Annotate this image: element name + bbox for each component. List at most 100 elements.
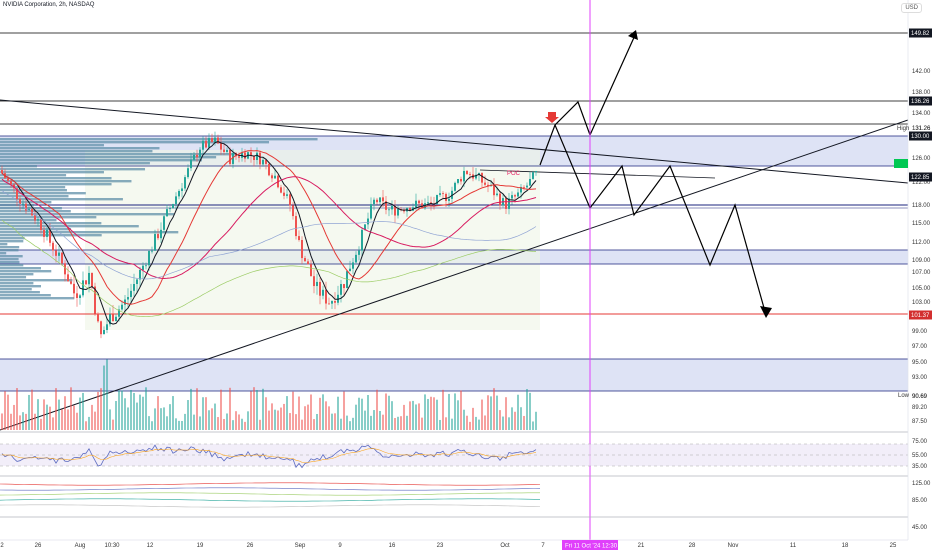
projection-arrow-up (628, 30, 638, 40)
support-tag (909, 310, 932, 320)
candle-body (112, 314, 114, 322)
ma-red-line (1, 150, 537, 305)
volume-profile-bar (0, 144, 104, 147)
volume-bar (10, 413, 12, 430)
oscillator-line (0, 492, 540, 496)
candle-body (484, 182, 486, 185)
time-axis-label: Nov (728, 543, 739, 549)
candle-body (166, 209, 168, 217)
time-axis[interactable]: 2 26 Aug 10:30 12 19 26 Sep 9 16 23 Oct 7 21 28 Nov 11 18… (0, 543, 897, 549)
volume-profile-bar (0, 276, 27, 279)
candle-body (463, 170, 465, 182)
time-axis-label: 21 (638, 543, 645, 549)
volume-bar (493, 388, 495, 430)
volume-bar (16, 388, 18, 430)
time-axis-label: 11 (790, 543, 797, 549)
candle-body (7, 178, 9, 181)
volume-profile-bar (0, 258, 19, 261)
level-130-tag-text: 130.00 (911, 134, 930, 140)
candle-body (115, 316, 117, 322)
candle-body (106, 324, 108, 330)
time-axis-label: 19 (197, 543, 204, 549)
volume-bar (124, 398, 126, 430)
projection-path (539, 32, 637, 166)
volume-bar (91, 404, 93, 430)
volume-bar (199, 416, 201, 430)
volume-bar (277, 410, 279, 430)
candle-body (85, 280, 87, 285)
volume-bar (166, 416, 168, 430)
candle-body (205, 140, 207, 148)
volume-bar (286, 396, 288, 430)
resistance-tag (909, 96, 932, 106)
volume-bar (49, 406, 51, 430)
candle-body (448, 198, 450, 201)
candle-body (367, 218, 369, 225)
volume-bar (283, 403, 285, 430)
candle-body (517, 192, 519, 197)
volume-bar (52, 417, 54, 430)
candle-body (382, 197, 384, 202)
candle-body (82, 280, 84, 296)
candle-body (523, 186, 525, 188)
candle-body (361, 229, 363, 251)
candle-body (79, 295, 81, 298)
volume-bar (250, 391, 252, 430)
low-value: 90.69 (912, 394, 928, 400)
volume-bar (142, 396, 144, 430)
volume-bar (181, 420, 183, 430)
candle-body (454, 182, 456, 191)
volume-bar (295, 414, 297, 430)
candle-body (481, 173, 483, 183)
time-axis-label: Aug (75, 543, 86, 549)
volume-bar (481, 399, 483, 430)
volume-bar (238, 414, 240, 430)
volume-bar (424, 394, 426, 430)
volume-bar (88, 416, 90, 430)
volume-bar (262, 388, 264, 430)
candle-body (142, 265, 144, 270)
candle-body (259, 152, 261, 165)
candle-body (370, 204, 372, 219)
currency-button[interactable]: USD (901, 3, 922, 13)
volume-bar (517, 394, 519, 430)
candle-body (40, 219, 42, 230)
volume-bar (112, 419, 114, 430)
candle-body (160, 229, 162, 239)
volume-profile-bar (0, 192, 86, 195)
candle-body (52, 242, 54, 251)
volume-bar (43, 399, 45, 430)
volume-bar (469, 421, 471, 430)
volume-bar (85, 421, 87, 430)
price-axis-label: 115.00 (912, 221, 931, 227)
candle-body (469, 174, 471, 175)
candle-body (118, 309, 120, 317)
candle-body (505, 198, 507, 209)
candle-body (535, 171, 537, 173)
volume-bar (499, 410, 501, 430)
volume-bar (127, 407, 129, 430)
candle-body (358, 250, 360, 255)
candle-body (148, 251, 150, 266)
volume-profile-bar (0, 237, 25, 240)
candle-body (178, 190, 180, 197)
candle-body (373, 199, 375, 205)
volume-bar (58, 399, 60, 430)
price-axis-label: 107.00 (912, 270, 931, 276)
price-axis-label: 134.00 (912, 111, 931, 117)
volume-bar (4, 391, 6, 430)
candle-body (487, 184, 489, 187)
candle-body (181, 188, 183, 191)
volume-bar (463, 409, 465, 430)
volume-profile-bar (0, 294, 51, 297)
volume-bar (376, 389, 378, 430)
high-label: High (897, 126, 909, 132)
upper-target-tag (909, 28, 932, 38)
candle-body (349, 268, 351, 272)
volume-bar (415, 404, 417, 430)
candle-body (514, 195, 516, 197)
volume-profile-bar (0, 186, 66, 189)
volume-profile-bar (0, 189, 67, 192)
volume-bar (196, 388, 198, 430)
